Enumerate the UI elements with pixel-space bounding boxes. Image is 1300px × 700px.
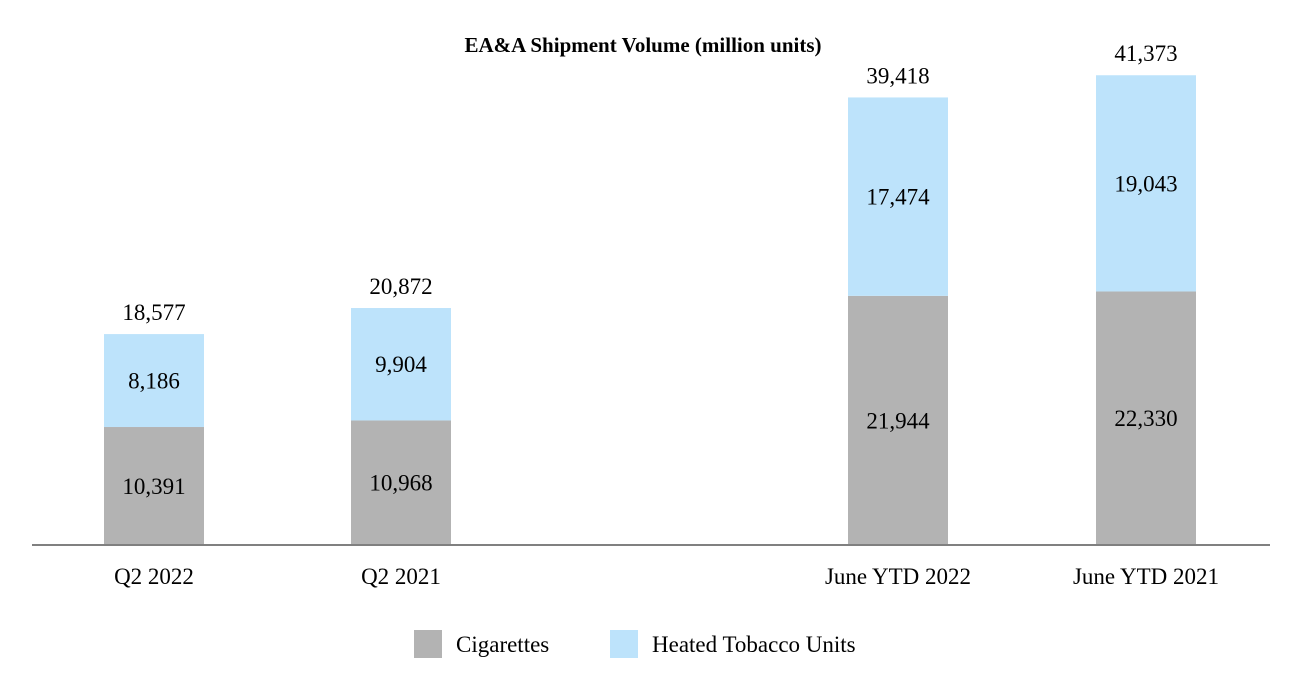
data-label-cigarettes-june-ytd-2022: 21,944 <box>866 408 930 433</box>
total-label-june-ytd-2021: 41,373 <box>1114 41 1177 66</box>
x-tick-label-q2-2022: Q2 2022 <box>114 564 194 589</box>
bar-heated-tobacco-units-q2-2021 <box>351 308 451 421</box>
legend-swatch-heated-tobacco-units <box>610 630 638 658</box>
bar-cigarettes-q2-2022 <box>104 427 204 545</box>
bar-heated-tobacco-units-june-ytd-2022 <box>848 97 948 296</box>
labels-layer: 10,391 8,186 18,577 Q2 2022 10,968 9,904 20,87… <box>114 41 1219 589</box>
legend-label-cigarettes: Cigarettes <box>456 632 549 657</box>
legend-label-heated-tobacco-units: Heated Tobacco Units <box>652 632 856 657</box>
data-label-heated-tobacco-units-q2-2021: 9,904 <box>375 352 427 377</box>
x-tick-label-q2-2021: Q2 2021 <box>361 564 441 589</box>
data-label-heated-tobacco-units-june-ytd-2022: 17,474 <box>866 185 930 210</box>
total-label-q2-2022: 18,577 <box>122 300 185 325</box>
bar-cigarettes-q2-2021 <box>351 420 451 545</box>
x-tick-label-june-ytd-2021: June YTD 2021 <box>1073 564 1219 589</box>
bars-layer <box>104 75 1196 545</box>
data-label-heated-tobacco-units-june-ytd-2021: 19,043 <box>1114 171 1177 196</box>
data-label-heated-tobacco-units-q2-2022: 8,186 <box>128 369 180 394</box>
data-label-cigarettes-q2-2022: 10,391 <box>122 474 185 499</box>
bar-heated-tobacco-units-june-ytd-2021 <box>1096 75 1196 292</box>
total-label-q2-2021: 20,872 <box>369 274 432 299</box>
data-label-cigarettes-june-ytd-2021: 22,330 <box>1114 406 1177 431</box>
bar-cigarettes-june-ytd-2022 <box>848 295 948 545</box>
data-label-cigarettes-q2-2021: 10,968 <box>369 471 432 496</box>
x-tick-label-june-ytd-2022: June YTD 2022 <box>825 564 971 589</box>
total-label-june-ytd-2022: 39,418 <box>866 63 929 88</box>
legend-swatch-cigarettes <box>414 630 442 658</box>
bar-cigarettes-june-ytd-2021 <box>1096 291 1196 545</box>
bar-heated-tobacco-units-q2-2022 <box>104 334 204 428</box>
legend: Cigarettes Heated Tobacco Units <box>414 630 856 658</box>
chart-title: EA&A Shipment Volume (million units) <box>464 33 821 57</box>
